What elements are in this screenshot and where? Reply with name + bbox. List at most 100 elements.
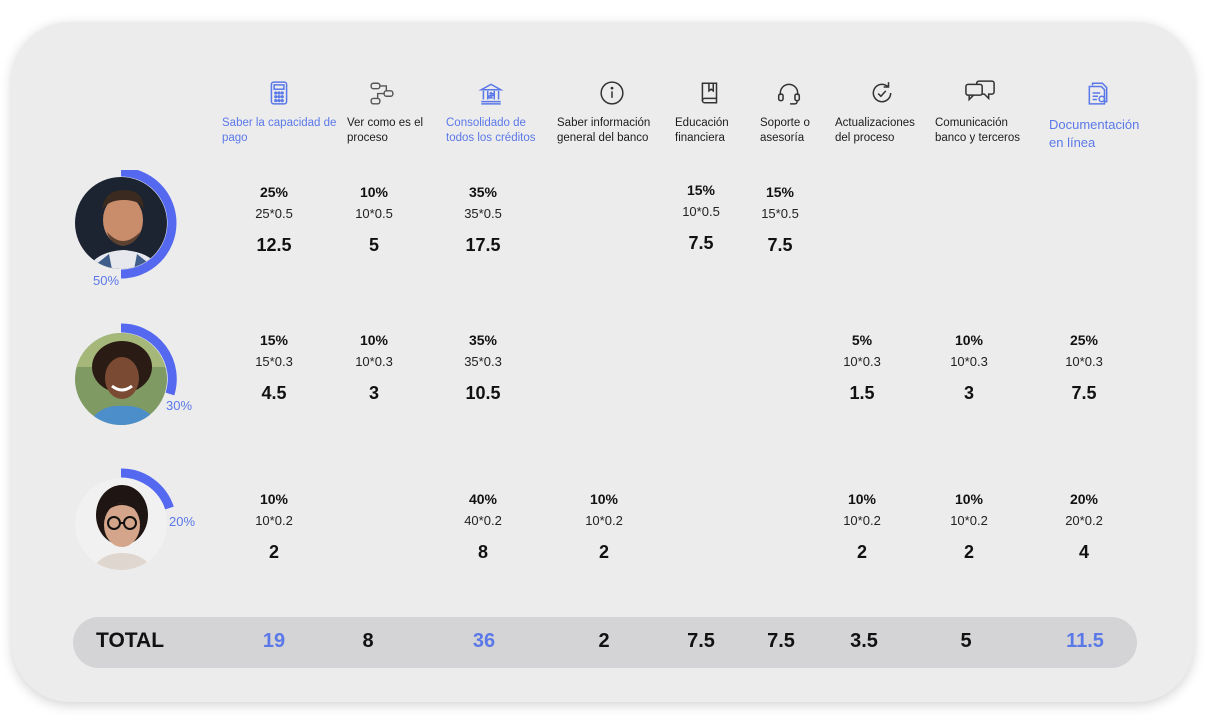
cell-formula: 10*0.3 <box>355 354 393 369</box>
header-consolidado: Consolidado de todos los créditos <box>446 80 546 146</box>
total-c7: 3.5 <box>850 630 878 652</box>
cell-formula: 10*0.5 <box>682 204 720 219</box>
cell-formula: 20*0.2 <box>1065 513 1103 528</box>
cell-formula: 15*0.3 <box>255 354 293 369</box>
cell-p3-c9: 20% 20*0.2 4 <box>1039 491 1129 563</box>
cell-result: 2 <box>598 542 609 562</box>
cell-formula: 10*0.2 <box>585 513 623 528</box>
cell-formula: 15*0.5 <box>761 206 799 221</box>
cell-p3-c1: 10% 10*0.2 2 <box>229 491 319 563</box>
cell-percent: 25% <box>259 184 289 200</box>
cell-p1-c2: 10% 10*0.5 5 <box>329 184 419 256</box>
total-c4: 2 <box>598 630 610 652</box>
weight-ring <box>75 323 177 425</box>
cell-p2-c9: 25% 10*0.3 7.5 <box>1039 332 1129 404</box>
total-c6: 7.5 <box>767 630 795 652</box>
document-icon <box>1049 80 1149 112</box>
cell-result: 2 <box>856 542 867 562</box>
persona-1-weight: 50% <box>93 273 120 288</box>
cell-p2-c7: 5% 10*0.3 1.5 <box>817 332 907 404</box>
cell-result: 12.5 <box>256 235 292 255</box>
header-label: Saber la capacidad de pago <box>222 117 337 144</box>
book-icon <box>675 80 745 112</box>
chat-bubbles-icon <box>935 80 1025 112</box>
cell-result: 7.5 <box>767 235 793 255</box>
cell-percent: 15% <box>259 332 289 348</box>
cell-p3-c3: 40% 40*0.2 8 <box>438 491 528 563</box>
cell-percent: 20% <box>1069 491 1099 507</box>
header-documentacion: Documentación en línea <box>1049 80 1149 152</box>
cell-result: 2 <box>963 542 974 562</box>
weight-ring <box>75 170 177 279</box>
headset-icon <box>760 80 820 112</box>
header-label: Saber información general del banco <box>557 117 651 144</box>
cell-formula: 10*0.3 <box>843 354 881 369</box>
cell-p1-c3: 35% 35*0.5 17.5 <box>438 184 528 256</box>
cell-result: 2 <box>268 542 279 562</box>
cell-percent: 10% <box>259 491 289 507</box>
weight-ring <box>75 468 174 570</box>
cell-formula: 40*0.2 <box>464 513 502 528</box>
persona-2-weight: 30% <box>166 398 193 413</box>
persona-3-weight: 20% <box>169 514 196 529</box>
total-label: TOTAL <box>96 629 165 652</box>
cell-p3-c7: 10% 10*0.2 2 <box>817 491 907 563</box>
cell-percent: 15% <box>765 184 795 200</box>
cell-p3-c8: 10% 10*0.2 2 <box>924 491 1014 563</box>
cell-p1-c6: 15% 15*0.5 7.5 <box>735 184 825 256</box>
total-c2: 8 <box>362 630 374 652</box>
process-flow-icon <box>347 80 437 112</box>
header-soporte: Soporte o asesoría <box>760 80 820 146</box>
header-label: Documentación en línea <box>1049 117 1140 150</box>
bank-icon <box>446 80 546 112</box>
cell-percent: 10% <box>954 491 984 507</box>
cell-result: 5 <box>368 235 379 255</box>
cell-result: 1.5 <box>849 383 875 403</box>
cell-p2-c3: 35% 35*0.3 10.5 <box>438 332 528 404</box>
cell-percent: 35% <box>468 332 498 348</box>
cell-percent: 10% <box>359 332 389 348</box>
cell-formula: 35*0.5 <box>464 206 502 221</box>
cell-formula: 35*0.3 <box>464 354 502 369</box>
header-capacidad-pago: Saber la capacidad de pago <box>222 80 342 146</box>
info-icon <box>557 80 657 112</box>
persona-1-avatar <box>74 170 180 279</box>
cell-p1-c5: 15% 10*0.5 7.5 <box>656 182 746 254</box>
cell-p2-c1: 15% 15*0.3 4.5 <box>229 332 319 404</box>
cell-result: 4.5 <box>261 383 287 403</box>
cell-formula: 10*0.3 <box>950 354 988 369</box>
cell-result: 3 <box>368 383 379 403</box>
cell-percent: 40% <box>468 491 498 507</box>
cell-result: 4 <box>1078 542 1089 562</box>
cell-p3-c4: 10% 10*0.2 2 <box>559 491 649 563</box>
cell-percent: 25% <box>1069 332 1099 348</box>
total-c9: 11.5 <box>1066 630 1104 652</box>
cell-result: 7.5 <box>688 233 714 253</box>
cell-p2-c8: 10% 10*0.3 3 <box>924 332 1014 404</box>
header-label: Consolidado de todos los créditos <box>446 117 536 144</box>
cell-percent: 15% <box>686 182 716 198</box>
cell-formula: 10*0.5 <box>355 206 393 221</box>
cell-formula: 10*0.2 <box>950 513 988 528</box>
cell-result: 3 <box>963 383 974 403</box>
cell-result: 17.5 <box>465 235 501 255</box>
total-row <box>73 617 1137 668</box>
refresh-check-icon <box>835 80 925 112</box>
persona-2-avatar <box>74 322 180 428</box>
total-c5: 7.5 <box>687 630 715 652</box>
cell-p1-c1: 25% 25*0.5 12.5 <box>229 184 319 256</box>
cell-formula: 10*0.3 <box>1065 354 1103 369</box>
total-c8: 5 <box>960 630 972 652</box>
calculator-icon <box>222 80 342 112</box>
cell-percent: 10% <box>847 491 877 507</box>
cell-formula: 10*0.2 <box>255 513 293 528</box>
header-actualizaciones: Actualizaciones del proceso <box>835 80 925 146</box>
persona-3-avatar <box>74 467 180 573</box>
cell-percent: 10% <box>589 491 619 507</box>
total-c3: 36 <box>472 630 496 652</box>
header-educacion: Educación financiera <box>675 80 745 146</box>
header-label: Educación financiera <box>675 117 729 144</box>
cell-result: 8 <box>477 542 488 562</box>
cell-percent: 10% <box>359 184 389 200</box>
cell-formula: 10*0.2 <box>843 513 881 528</box>
